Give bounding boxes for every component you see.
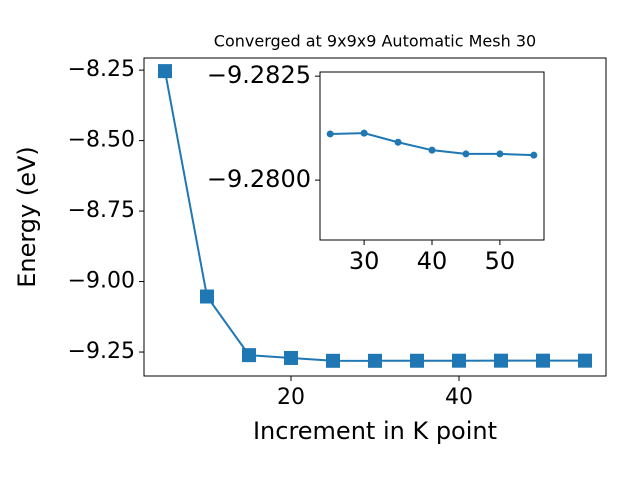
chart-title: Converged at 9x9x9 Automatic Mesh 30 xyxy=(214,32,536,51)
marker xyxy=(200,289,214,304)
y-tick-label: −9.2800 xyxy=(207,165,311,193)
marker xyxy=(326,353,340,368)
marker xyxy=(530,151,538,159)
marker xyxy=(284,350,298,365)
marker xyxy=(578,353,592,368)
marker xyxy=(452,353,466,368)
marker xyxy=(368,353,382,368)
y-tick-label: −8.75 xyxy=(68,198,135,223)
x-tick-label: 20 xyxy=(277,385,305,410)
y-tick-label: −9.2825 xyxy=(207,61,311,89)
y-tick-label: −8.50 xyxy=(68,128,135,153)
marker xyxy=(242,348,256,363)
marker xyxy=(462,150,470,158)
marker xyxy=(158,64,172,79)
y-tick-label: −8.25 xyxy=(68,57,135,82)
x-tick-label: 40 xyxy=(445,385,473,410)
marker xyxy=(326,130,334,138)
marker xyxy=(428,146,436,154)
marker xyxy=(536,353,550,368)
marker xyxy=(394,138,402,146)
marker xyxy=(410,353,424,368)
marker xyxy=(360,129,368,137)
y-tick-label: −9.00 xyxy=(68,269,135,294)
marker xyxy=(496,150,504,158)
y-axis-label: Energy (eV) xyxy=(13,146,41,288)
x-tick-label: 50 xyxy=(485,247,516,275)
y-tick-label: −9.25 xyxy=(68,339,135,364)
marker xyxy=(494,353,508,368)
x-tick-label: 40 xyxy=(417,247,448,275)
plot-area xyxy=(319,71,545,241)
x-axis-label: Increment in K point xyxy=(253,417,497,445)
x-tick-label: 30 xyxy=(349,247,380,275)
